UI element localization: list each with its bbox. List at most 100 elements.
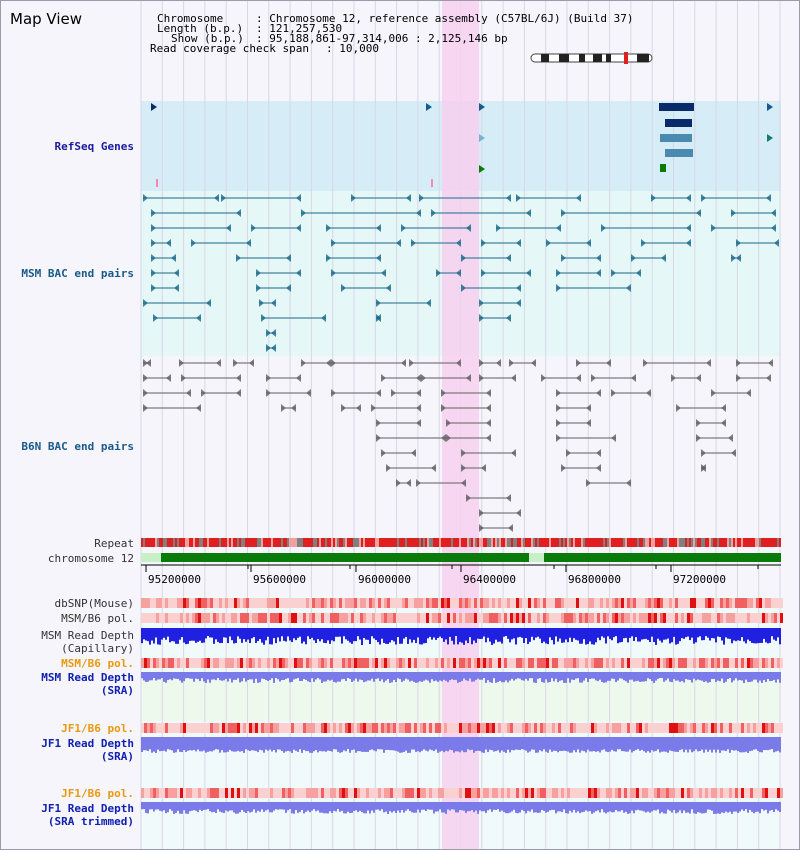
- msm-depth-sra-bar: [491, 672, 493, 683]
- repeat-segment: [713, 538, 715, 547]
- track-label-jf1-b6-pol-2[interactable]: JF1/B6 pol.: [61, 787, 134, 800]
- msm-depth-cap-bar: [745, 628, 747, 644]
- track-label-b6n-bac[interactable]: B6N BAC end pairs: [21, 440, 134, 453]
- jf1-b6-pol-heat-cell: [213, 723, 216, 733]
- track-label-msm-b6-pol[interactable]: MSM/B6 pol.: [61, 612, 134, 625]
- msm-depth-cap-bar: [271, 628, 273, 645]
- dbsnp-heat-cell: [222, 598, 225, 608]
- msm-depth-cap-bar: [759, 628, 761, 643]
- msm-depth-cap-bar: [493, 628, 495, 644]
- jf1-depth-trim-bar: [655, 802, 657, 811]
- jf1-b6-pol-heat-cell: [339, 723, 342, 733]
- track-label-jf1-depth-trim[interactable]: JF1 Read Depth: [41, 802, 134, 815]
- jf1-depth-sra-bar: [511, 737, 513, 751]
- jf1-depth-trim-bar: [477, 802, 479, 814]
- repeat-segment: [257, 538, 259, 547]
- jf1-depth-trim-bar: [439, 802, 441, 810]
- dbsnp-heat-cell: [459, 598, 462, 608]
- jf1-depth-sra-bar: [525, 737, 527, 751]
- jf1-depth-trim-bar: [547, 802, 549, 812]
- msm-bac-pair-end: [236, 209, 241, 217]
- jf1-depth-trim-bar: [653, 802, 655, 811]
- b6n-bac-pair-end: [509, 359, 514, 367]
- msm-b6-pol2-heat-cell: [633, 658, 636, 668]
- msm-b6-pol2-heat-cell: [741, 658, 744, 668]
- track-label-repeat[interactable]: Repeat: [94, 537, 134, 550]
- repeat-segment: [247, 538, 249, 547]
- msm-b6-pol-heat-cell: [195, 613, 198, 623]
- msm-depth-cap-bar: [469, 628, 471, 638]
- b6n-bac-pair-end: [626, 479, 631, 487]
- repeat-segment: [179, 538, 181, 547]
- track-label-refseq[interactable]: RefSeq Genes: [54, 140, 134, 153]
- msm-depth-sra-bar: [453, 672, 455, 680]
- jf1-depth-trim-bar: [611, 802, 613, 813]
- track-label-msm-depth-sra[interactable]: MSM Read Depth: [41, 671, 134, 684]
- msm-b6-pol2-heat-cell: [270, 658, 273, 668]
- msm-depth-cap-bar: [647, 628, 649, 640]
- jf1-b6-pol-heat-cell: [378, 723, 381, 733]
- msm-depth-cap-bar: [381, 628, 383, 639]
- track-label-dbsnp[interactable]: dbSNP(Mouse): [54, 597, 134, 610]
- track-label-msm-b6-pol-2[interactable]: MSM/B6 pol.: [61, 657, 134, 670]
- msm-depth-cap-bar: [301, 628, 303, 644]
- b6n-bac-pair-end: [291, 404, 296, 412]
- msm-bac-pair-end: [731, 254, 736, 262]
- msm-b6-pol-heat-cell: [441, 613, 444, 623]
- track-label-jf1-b6-pol[interactable]: JF1/B6 pol.: [61, 722, 134, 735]
- msm-bac-pair-end: [376, 299, 381, 307]
- jf1-depth-sra-bar: [305, 737, 307, 752]
- jf1-depth-trim-bar: [455, 802, 457, 813]
- jf1-depth-trim-bar: [437, 802, 439, 812]
- jf1-depth-trim-bar: [423, 802, 425, 810]
- jf1-b6-pol-heat-cell: [153, 723, 156, 733]
- track-label-chromosome[interactable]: chromosome 12: [47, 552, 134, 565]
- jf1-depth-trim-bar: [265, 802, 267, 811]
- jf1-depth-trim-bar: [491, 802, 493, 812]
- msm-b6-pol2-heat-cell: [240, 658, 243, 668]
- repeat-segment: [467, 538, 469, 547]
- dbsnp-heat-cell: [702, 598, 705, 608]
- msm-depth-cap-bar: [517, 628, 519, 638]
- repeat-segment: [733, 538, 735, 547]
- b6n-bac-pair-end: [586, 419, 591, 427]
- jf1-depth-sra-bar: [721, 737, 723, 751]
- jf1-depth-trim-bar: [411, 802, 413, 813]
- msm-depth-cap-bar: [779, 628, 781, 645]
- msm-depth-sra-bar: [487, 672, 489, 681]
- jf1-b6-pol-heat-cell: [171, 723, 174, 733]
- b6n-bac-pair-end: [486, 389, 491, 397]
- jf1-b6-pol2-heat-cell: [750, 788, 753, 798]
- dbsnp-heat-cell: [507, 598, 510, 608]
- jf1-depth-trim-bar: [299, 802, 301, 812]
- jf1-depth-trim-bar: [295, 802, 297, 811]
- track-label-jf1-depth-sra[interactable]: JF1 Read Depth: [41, 737, 134, 750]
- repeat-segment: [209, 538, 211, 547]
- msm-depth-sra-bar: [763, 672, 765, 681]
- jf1-b6-pol2-heat-cell: [177, 788, 180, 798]
- msm-bac-pair-end: [386, 284, 391, 292]
- jf1-b6-pol-heat-cell: [144, 723, 147, 733]
- repeat-segment: [491, 538, 493, 547]
- jf1-b6-pol2-heat-cell: [636, 788, 639, 798]
- jf1-depth-sra-bar: [661, 737, 663, 752]
- msm-b6-pol2-heat-cell: [573, 658, 576, 668]
- msm-b6-pol2-heat-cell: [513, 658, 516, 668]
- msm-depth-sra-bar: [293, 672, 295, 680]
- jf1-depth-sra-bar: [593, 737, 595, 752]
- msm-bac-pair-end: [556, 284, 561, 292]
- track-label-msm-bac[interactable]: MSM BAC end pairs: [21, 267, 134, 280]
- jf1-depth-trim-bar: [305, 802, 307, 812]
- jf1-depth-trim-bar: [577, 802, 579, 812]
- jf1-b6-pol-heat-cell: [681, 723, 684, 733]
- b6n-bac-pair-end: [431, 464, 436, 472]
- jf1-depth-sra-bar: [487, 737, 489, 753]
- track-label-msm-depth-cap[interactable]: MSM Read Depth: [41, 629, 134, 642]
- msm-depth-cap-bar: [441, 628, 443, 639]
- repeat-segment: [489, 538, 491, 547]
- repeat-segment: [533, 538, 535, 547]
- jf1-b6-pol2-heat-cell: [600, 788, 603, 798]
- jf1-b6-pol2-heat-cell: [246, 788, 249, 798]
- jf1-b6-pol-heat-cell: [315, 723, 318, 733]
